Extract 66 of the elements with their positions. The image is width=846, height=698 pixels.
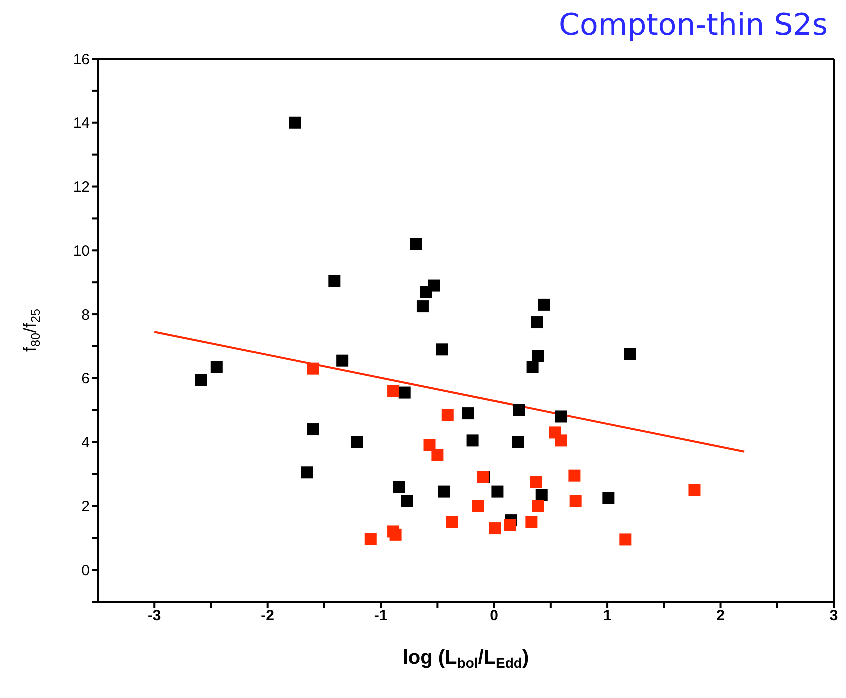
point — [624, 348, 636, 360]
point — [436, 344, 448, 356]
point — [388, 385, 400, 398]
point — [472, 500, 484, 512]
point — [416, 300, 429, 313]
y-tick-label: 8 — [82, 306, 90, 324]
y-tick-label: 12 — [73, 179, 90, 196]
y-tick-label: 6 — [82, 370, 90, 388]
point — [602, 492, 615, 504]
point — [307, 362, 320, 375]
point — [301, 466, 314, 479]
point — [526, 361, 539, 374]
point — [210, 361, 223, 374]
x-axis-title: log (L$_{bol}$/L$_{Edd}$) — [402, 647, 530, 672]
point — [390, 528, 402, 541]
point — [393, 481, 406, 494]
point — [688, 484, 701, 496]
point — [570, 495, 582, 508]
point — [364, 533, 377, 546]
x-tick-label: 0 — [490, 608, 498, 625]
point — [513, 404, 526, 416]
point — [568, 470, 581, 482]
x-tick-label: 2 — [716, 608, 725, 625]
point — [438, 486, 450, 498]
y-tick-label: 16 — [73, 51, 90, 68]
point — [536, 488, 548, 501]
y-tick-label: 14 — [73, 115, 90, 132]
point — [424, 439, 436, 452]
point — [555, 434, 568, 447]
point — [532, 500, 544, 512]
point — [489, 522, 502, 535]
point — [289, 116, 302, 129]
point — [410, 238, 422, 250]
point — [462, 408, 474, 420]
point — [620, 534, 632, 546]
y-tick-label: 2 — [82, 498, 90, 516]
point — [336, 354, 349, 367]
x-tick-label: 3 — [830, 608, 838, 625]
point — [466, 434, 479, 447]
point — [504, 519, 516, 532]
point — [307, 424, 320, 436]
point — [530, 476, 542, 488]
point — [526, 516, 538, 528]
point — [512, 436, 524, 448]
point — [398, 386, 411, 399]
point — [555, 410, 568, 423]
point — [195, 374, 208, 386]
x-tick-label: -3 — [148, 608, 162, 625]
y-tick-label: 0 — [82, 562, 90, 580]
point — [538, 298, 550, 311]
x-tick-label: -2 — [261, 608, 275, 625]
point — [401, 495, 414, 508]
point — [531, 316, 544, 329]
point — [532, 350, 544, 362]
point — [446, 516, 458, 528]
y-tick-label: 10 — [73, 242, 90, 260]
point — [328, 274, 341, 287]
point — [442, 409, 454, 422]
point — [351, 436, 364, 448]
chart-title: Compton-thin S2s — [558, 8, 829, 45]
x-tick-label: -1 — [374, 608, 388, 625]
point — [432, 449, 444, 462]
point — [492, 486, 504, 498]
y-tick-label: 4 — [82, 434, 90, 452]
x-tick-label: 1 — [603, 608, 612, 625]
point — [420, 286, 432, 298]
